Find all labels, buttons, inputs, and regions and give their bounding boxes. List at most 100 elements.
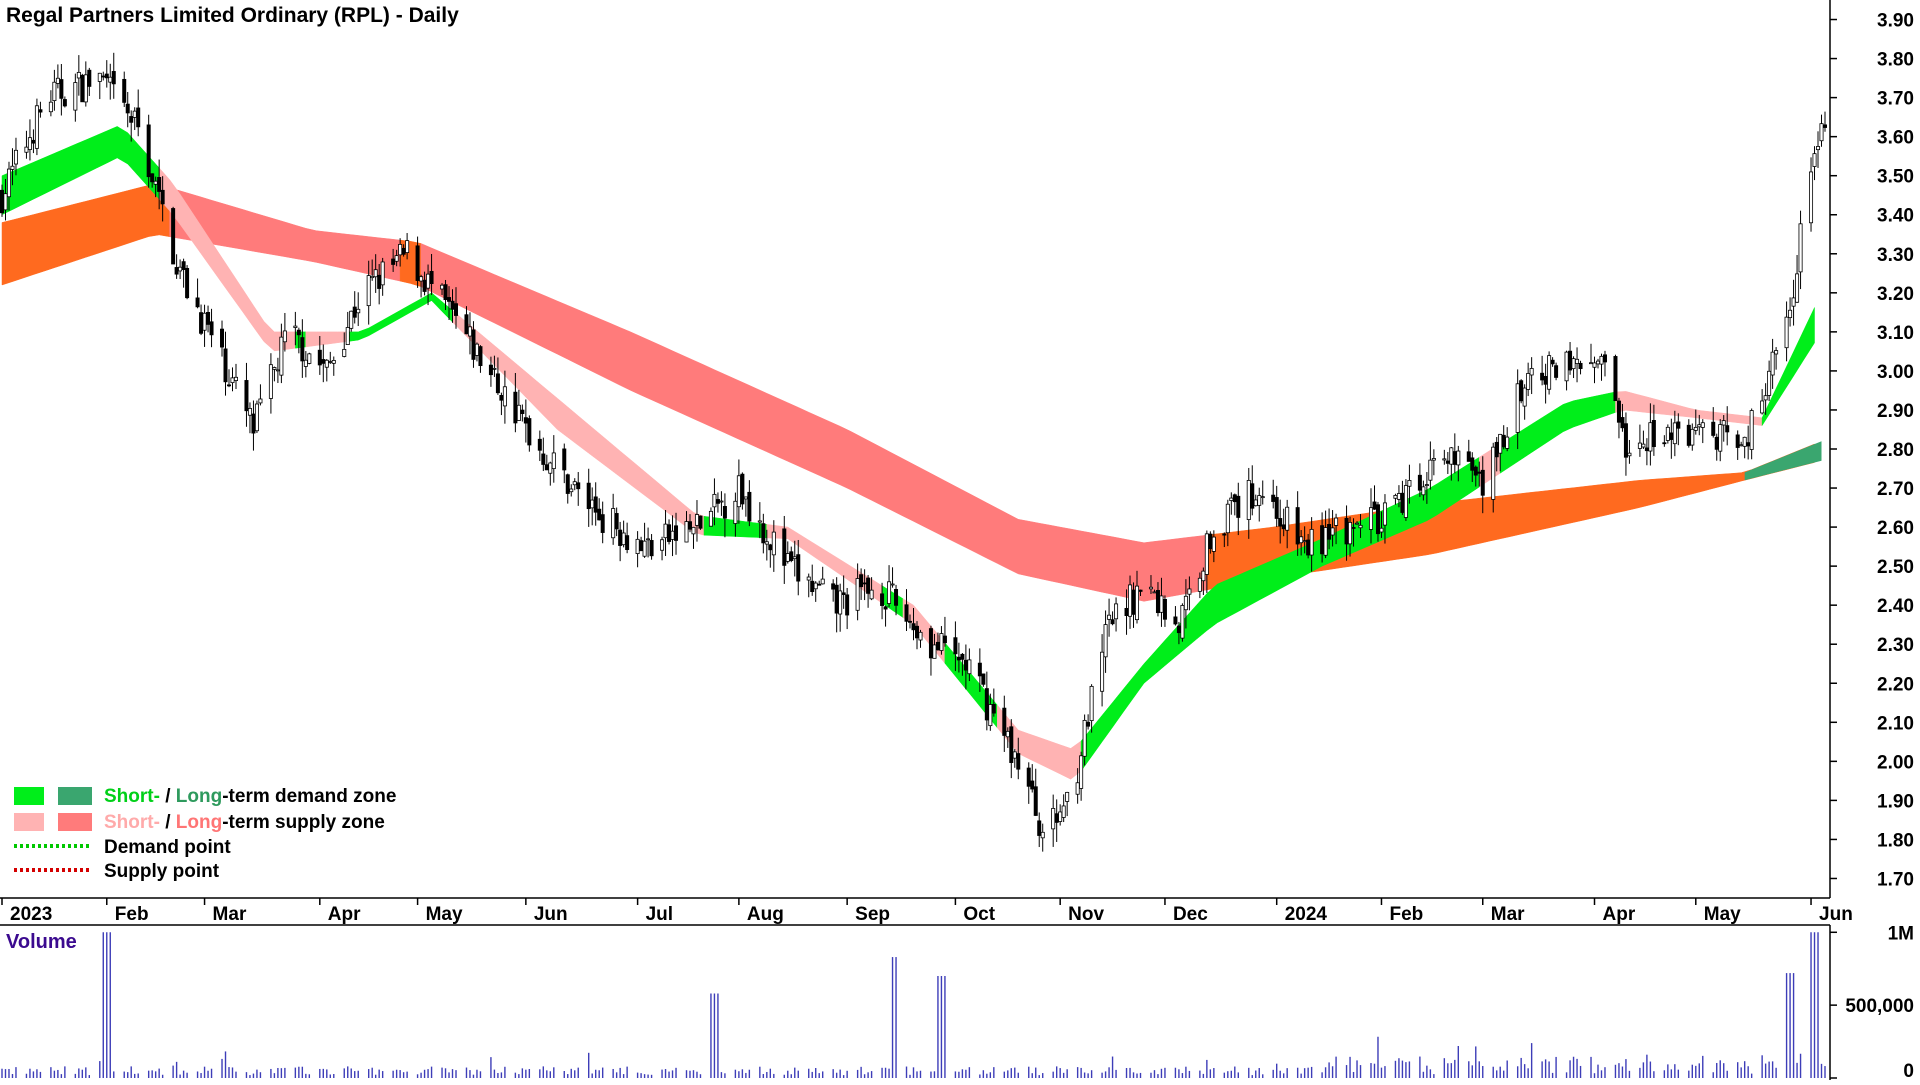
- candle-body: [230, 377, 235, 384]
- candle-body: [474, 343, 479, 356]
- candle-body: [911, 623, 916, 631]
- legend-supply-short: Short-: [104, 812, 160, 833]
- candle-body: [391, 258, 396, 265]
- candle-body: [1285, 506, 1290, 531]
- candle-body: [1809, 171, 1814, 224]
- y-tick-label: 3.30: [1877, 245, 1914, 266]
- candle-body: [1505, 436, 1510, 449]
- candle-body: [296, 329, 301, 336]
- candle-body: [660, 539, 665, 551]
- candle-body: [415, 245, 420, 281]
- candle-body: [471, 329, 476, 360]
- candle-body: [942, 635, 947, 644]
- y-tick-label: 1.80: [1877, 830, 1914, 851]
- candle-body: [104, 73, 109, 79]
- candle-body: [687, 521, 692, 530]
- candle-body: [1526, 373, 1531, 390]
- candle-body: [883, 606, 888, 610]
- candle-body: [887, 581, 892, 604]
- candle-body: [1770, 351, 1775, 376]
- candle-body: [932, 644, 937, 659]
- candle-body: [1676, 421, 1681, 429]
- candle-body: [593, 496, 598, 513]
- candle-body: [1030, 780, 1035, 790]
- x-month-label: Aug: [747, 904, 784, 925]
- candle-body: [1299, 536, 1304, 544]
- candle-body: [1344, 517, 1349, 545]
- candle-body: [841, 592, 846, 595]
- candle-body: [708, 510, 713, 527]
- candle-body: [1278, 518, 1283, 527]
- candle-body: [551, 452, 556, 470]
- candle-body: [1746, 442, 1751, 447]
- candle-body: [1812, 153, 1817, 167]
- candle-body: [1260, 496, 1265, 499]
- candle-body: [38, 109, 43, 113]
- candle-body: [1351, 527, 1356, 529]
- candle-body: [174, 267, 179, 275]
- candle-body: [1700, 422, 1705, 428]
- candle-body: [1201, 570, 1206, 582]
- candle-body: [1320, 525, 1325, 555]
- y-tick-label: 3.90: [1877, 11, 1914, 32]
- candle-body: [813, 582, 818, 590]
- candle-body: [1100, 651, 1105, 692]
- candle-body: [1281, 524, 1286, 530]
- candle-body: [1816, 146, 1821, 151]
- short-term-zone: [158, 167, 296, 352]
- candle-body: [125, 103, 130, 114]
- candle-body: [1672, 422, 1677, 445]
- candle-body: [866, 577, 871, 594]
- candle-body: [1086, 721, 1091, 727]
- candle-body: [1330, 527, 1335, 536]
- candle-body: [254, 403, 259, 432]
- candle-body: [356, 308, 361, 314]
- candle-body: [171, 208, 176, 265]
- candle-body: [1128, 584, 1133, 617]
- x-month-label: Jul: [646, 904, 673, 925]
- candle-body: [1173, 616, 1178, 625]
- candle-body: [908, 620, 913, 623]
- candle-body: [405, 240, 410, 254]
- candle-body: [1162, 598, 1167, 620]
- candle-body: [1040, 831, 1045, 839]
- candle-body: [220, 328, 225, 348]
- candle-body: [1204, 533, 1209, 575]
- candle-body: [789, 551, 794, 561]
- candle-body: [1445, 460, 1450, 464]
- zones-layer: [1, 126, 1822, 780]
- candle-body: [1107, 614, 1112, 620]
- candle-body: [258, 398, 263, 404]
- candle-body: [712, 493, 717, 508]
- candle-body: [1529, 368, 1534, 376]
- candle-body: [272, 367, 277, 370]
- candle-body: [1002, 707, 1007, 736]
- candle-body: [153, 180, 158, 185]
- candle-body: [199, 312, 204, 334]
- candle-body: [960, 653, 965, 660]
- volume-tick-label: 500,000: [1845, 996, 1914, 1017]
- candle-body: [1449, 447, 1454, 465]
- candle-body: [1110, 619, 1115, 625]
- candle-body: [467, 326, 472, 337]
- candle-body: [132, 110, 137, 118]
- candle-body: [1665, 426, 1670, 441]
- candle-body: [792, 556, 797, 560]
- candle-body: [380, 261, 385, 286]
- short-term-zone: [902, 598, 946, 665]
- candle-body: [1791, 297, 1796, 307]
- candle-body: [1368, 507, 1373, 530]
- candle-body: [810, 580, 815, 593]
- candle-body: [928, 628, 933, 659]
- candle-body: [1456, 450, 1461, 466]
- candle-body: [1358, 524, 1363, 529]
- candle-body: [443, 284, 448, 301]
- candle-body: [1498, 433, 1503, 454]
- candle-body: [1540, 372, 1545, 381]
- candle-body: [523, 417, 528, 424]
- candle-body: [157, 177, 162, 192]
- candle-body: [869, 589, 874, 600]
- long-term-demand-zone: [1744, 441, 1822, 481]
- candle-body: [914, 625, 919, 639]
- legend-long-supply-swatch: [58, 813, 92, 831]
